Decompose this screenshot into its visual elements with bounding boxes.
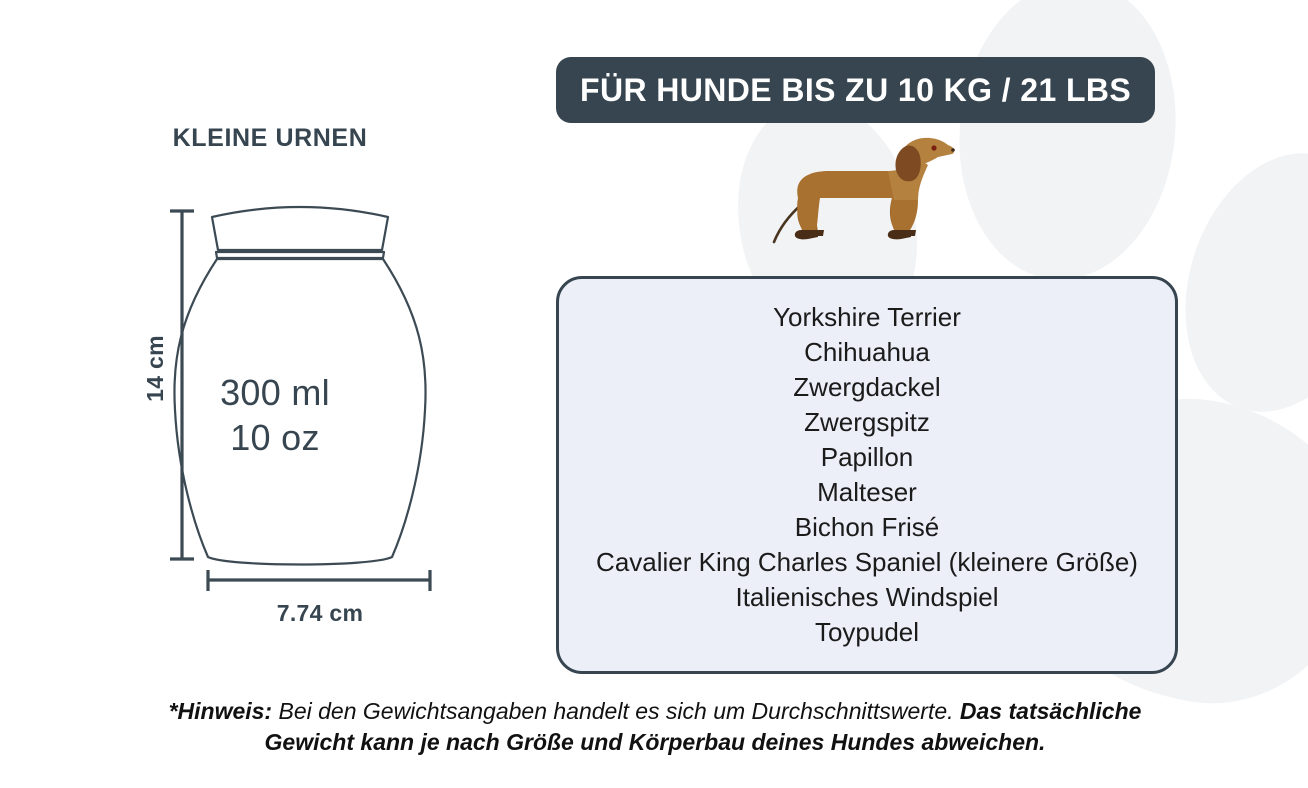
urn-volume-caption: 300 ml 10 oz xyxy=(95,370,455,460)
footnote-normal-text: Bei den Gewichtsangaben handelt es sich … xyxy=(272,698,960,724)
urn-volume-oz: 10 oz xyxy=(230,417,320,458)
footnote-label: *Hinweis: xyxy=(168,698,273,724)
breed-list-item: Cavalier King Charles Spaniel (kleinere … xyxy=(596,547,1138,577)
weight-badge-label: FÜR HUNDE BIS ZU 10 KG / 21 LBS xyxy=(580,71,1132,108)
breed-list-item: Chihuahua xyxy=(804,337,930,367)
urn-width-label: 7.74 cm xyxy=(276,600,364,626)
breed-list-item: Papillon xyxy=(820,442,914,472)
breed-list-item: Zwergdackel xyxy=(793,372,941,402)
urn-volume-ml: 300 ml xyxy=(220,372,330,413)
footnote: *Hinweis: Bei den Gewichtsangaben handel… xyxy=(150,696,1160,758)
breed-list-item: Bichon Frisé xyxy=(794,512,940,542)
urn-height-label: 14 cm xyxy=(141,335,168,402)
breed-list-item: Italienisches Windspiel xyxy=(735,582,999,612)
breed-list-item: Yorkshire Terrier xyxy=(773,302,961,332)
breed-list-item: Toypudel xyxy=(814,617,920,647)
breed-list-item: Malteser xyxy=(817,477,917,507)
paw-toe-shape-1 xyxy=(944,0,1191,291)
breed-list-item: Zwergspitz xyxy=(804,407,930,437)
breed-list-panel: Yorkshire Terrier Chihuahua Zwergdackel … xyxy=(556,276,1178,674)
urn-section-title: KLEINE URNEN xyxy=(172,124,368,152)
urn-section: KLEINE URNEN xyxy=(0,0,540,690)
urn-icon xyxy=(120,195,480,645)
weight-badge: FÜR HUNDE BIS ZU 10 KG / 21 LBS xyxy=(556,57,1156,123)
dachshund-icon xyxy=(768,132,958,257)
